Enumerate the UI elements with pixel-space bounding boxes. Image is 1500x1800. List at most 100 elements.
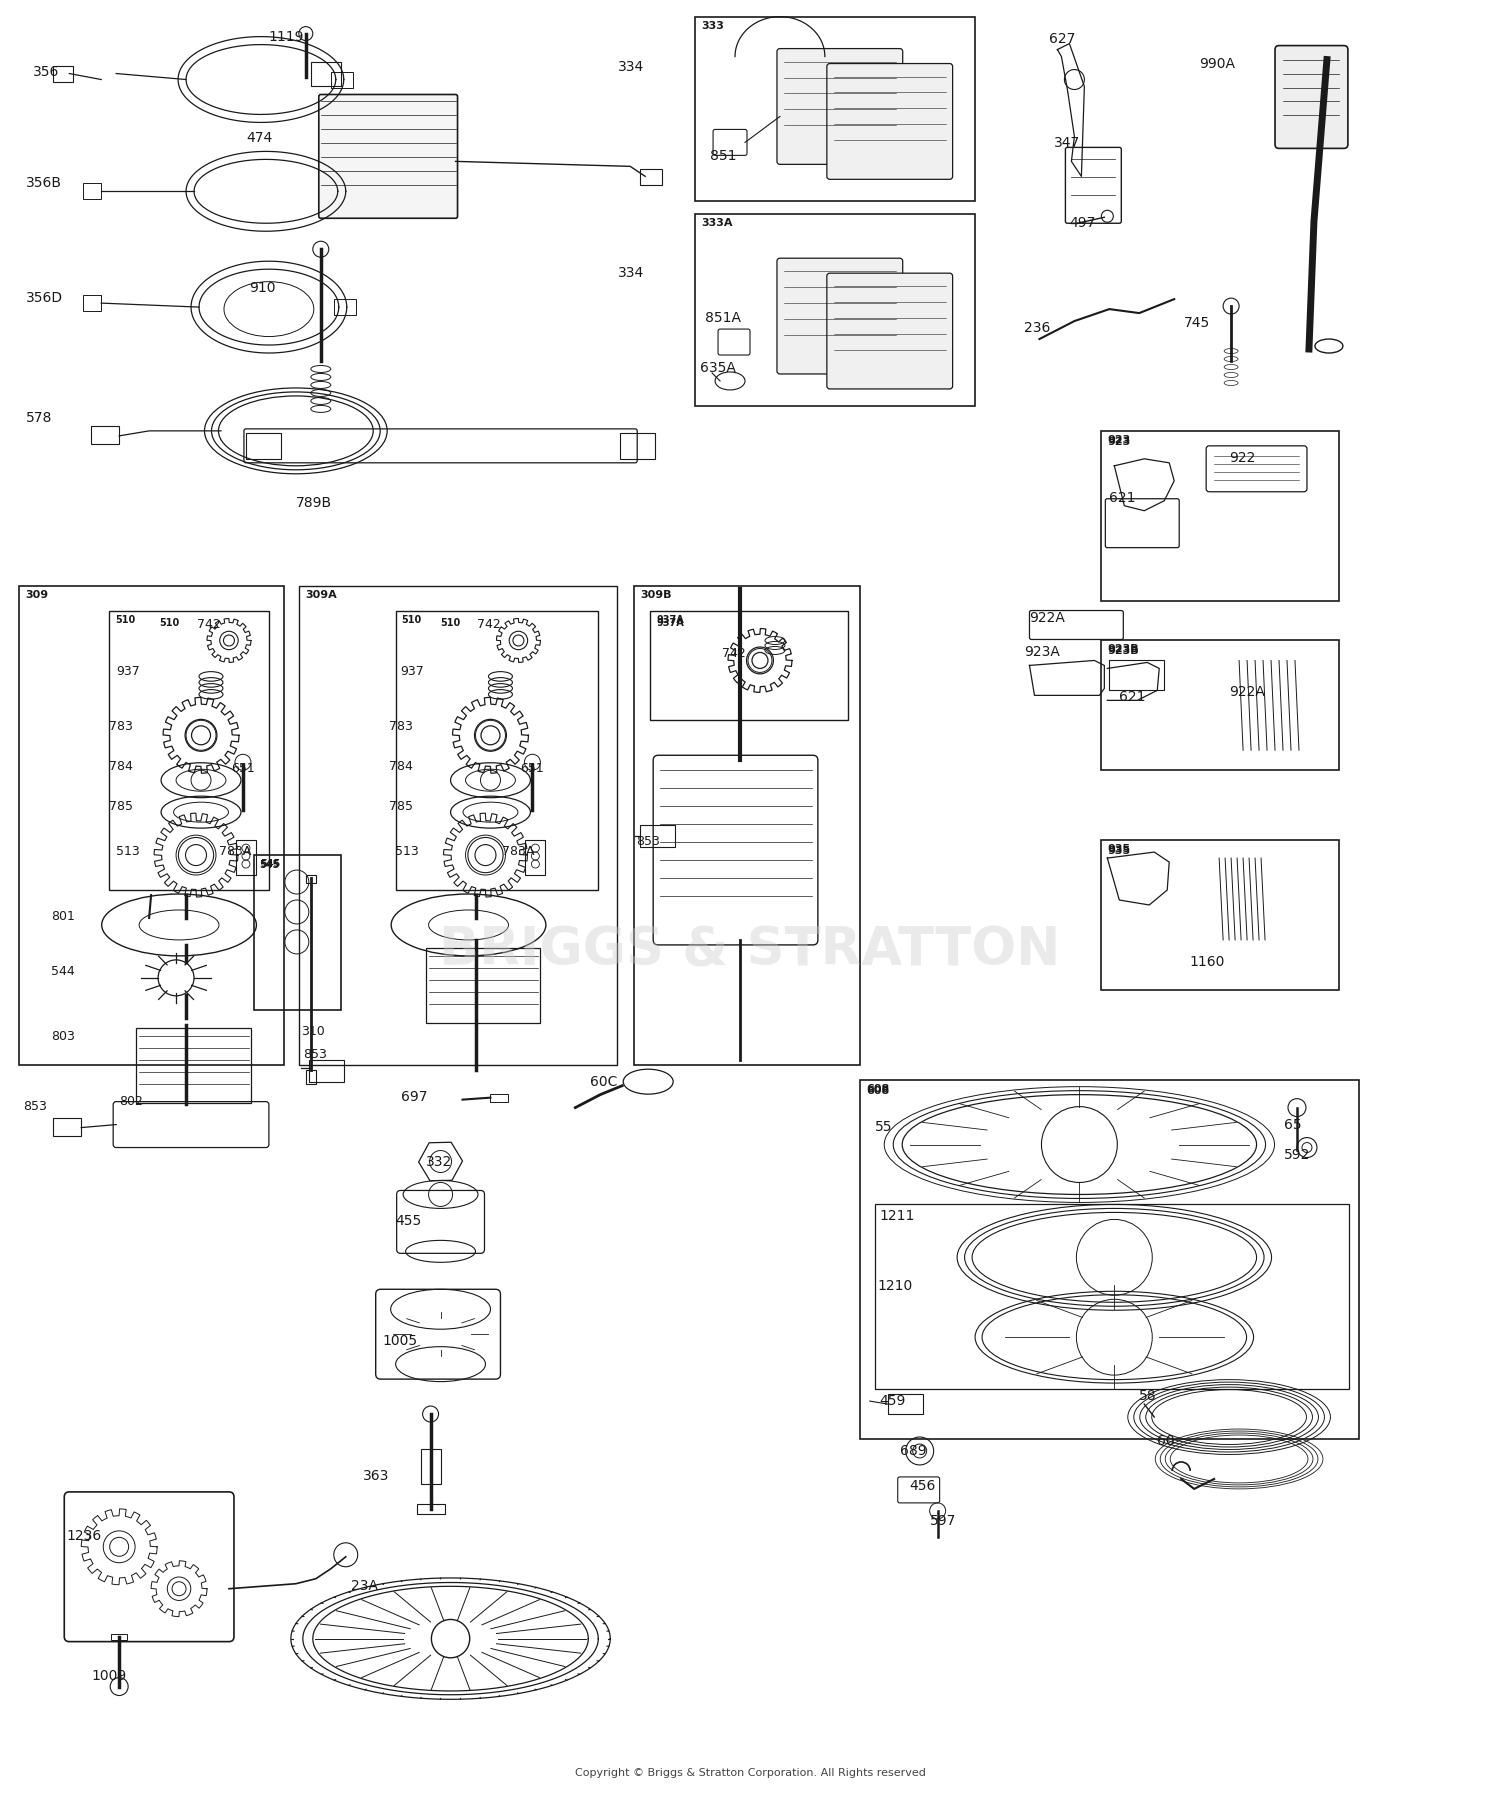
Text: 937: 937: [116, 666, 140, 679]
Text: 513: 513: [394, 846, 418, 859]
Bar: [82, 295, 100, 311]
Text: 627: 627: [1050, 32, 1076, 45]
Text: 60C: 60C: [591, 1075, 618, 1089]
Bar: [54, 65, 74, 81]
Bar: [859, 1080, 1359, 1438]
Text: 597: 597: [930, 1514, 956, 1528]
Text: 621: 621: [1110, 491, 1136, 504]
Bar: [1110, 661, 1164, 691]
Text: 853: 853: [303, 1048, 327, 1060]
Text: 922: 922: [1228, 450, 1256, 464]
Text: 689: 689: [900, 1444, 927, 1458]
Bar: [620, 432, 656, 459]
Bar: [254, 855, 340, 1010]
Text: 785: 785: [388, 801, 412, 814]
Bar: [1101, 641, 1340, 770]
Text: 455: 455: [396, 1215, 422, 1228]
Text: 935: 935: [1107, 846, 1131, 857]
Text: 510: 510: [159, 617, 180, 628]
Bar: [694, 214, 975, 407]
Text: 608: 608: [865, 1085, 889, 1096]
Text: 742: 742: [196, 617, 220, 630]
Bar: [888, 1393, 922, 1415]
Text: 784: 784: [110, 760, 134, 774]
Text: 236: 236: [1024, 320, 1051, 335]
Text: 937: 937: [400, 666, 424, 679]
Bar: [1101, 841, 1340, 990]
Text: 802: 802: [118, 1094, 142, 1107]
Text: 310: 310: [302, 1024, 324, 1039]
Text: 803: 803: [51, 1030, 75, 1042]
Text: 510: 510: [402, 614, 422, 625]
Bar: [874, 1204, 1348, 1390]
Text: 922A: 922A: [1228, 686, 1264, 700]
Text: 621: 621: [1119, 691, 1146, 704]
Text: 1005: 1005: [382, 1334, 418, 1348]
Text: 853: 853: [636, 835, 660, 848]
Text: 332: 332: [426, 1154, 451, 1168]
Text: 58: 58: [1140, 1390, 1156, 1402]
Text: 635A: 635A: [700, 362, 736, 374]
Text: 1160: 1160: [1190, 954, 1224, 968]
Text: 910: 910: [249, 281, 276, 295]
Bar: [306, 1069, 316, 1084]
Bar: [1101, 430, 1340, 601]
Text: 334: 334: [618, 59, 645, 74]
Bar: [298, 585, 616, 1064]
Bar: [640, 824, 675, 848]
FancyBboxPatch shape: [827, 274, 952, 389]
Text: 333A: 333A: [700, 218, 732, 229]
Text: 1009: 1009: [92, 1669, 126, 1683]
Bar: [82, 184, 100, 200]
Bar: [420, 1449, 441, 1483]
Text: 851A: 851A: [705, 311, 741, 326]
Bar: [490, 1094, 508, 1102]
Text: 513: 513: [116, 846, 140, 859]
Text: 937A: 937A: [656, 614, 684, 625]
Bar: [640, 169, 662, 185]
FancyBboxPatch shape: [1275, 45, 1348, 148]
Text: 1210: 1210: [878, 1280, 914, 1292]
Text: 309B: 309B: [640, 590, 672, 599]
Text: 592: 592: [1284, 1148, 1311, 1161]
Bar: [525, 841, 546, 875]
Text: 309: 309: [26, 590, 48, 599]
Bar: [136, 1028, 250, 1103]
Text: 937A: 937A: [656, 617, 684, 628]
Text: 544: 544: [51, 965, 75, 977]
Text: 497: 497: [1070, 216, 1096, 230]
Text: 990A: 990A: [1198, 56, 1234, 70]
Text: 309A: 309A: [304, 590, 336, 599]
Bar: [54, 1118, 81, 1136]
Text: 363: 363: [363, 1469, 388, 1483]
FancyBboxPatch shape: [827, 63, 952, 180]
Text: 347: 347: [1054, 137, 1080, 151]
FancyBboxPatch shape: [777, 257, 903, 374]
Text: 65: 65: [1284, 1118, 1302, 1132]
Text: 55: 55: [874, 1120, 892, 1134]
Bar: [92, 427, 118, 445]
FancyBboxPatch shape: [777, 49, 903, 164]
Text: 651: 651: [520, 761, 544, 776]
Text: 510: 510: [116, 614, 135, 625]
Text: 545: 545: [260, 860, 279, 869]
Text: 1119: 1119: [268, 29, 304, 43]
Text: 545: 545: [260, 859, 280, 869]
Text: 456: 456: [909, 1480, 936, 1492]
Text: 510: 510: [441, 617, 460, 628]
Text: 23A: 23A: [351, 1579, 378, 1593]
Text: 923B: 923B: [1107, 644, 1138, 655]
Bar: [417, 1503, 444, 1514]
Text: BRIGGS & STRATTON: BRIGGS & STRATTON: [440, 923, 1060, 976]
Bar: [426, 949, 540, 1022]
FancyBboxPatch shape: [320, 94, 458, 218]
Text: 608: 608: [865, 1084, 889, 1094]
Text: 742: 742: [722, 648, 746, 661]
Bar: [236, 841, 256, 875]
Bar: [334, 299, 356, 315]
Text: 783: 783: [388, 720, 412, 733]
Text: 853: 853: [24, 1100, 46, 1112]
Bar: [694, 16, 975, 202]
Text: 923: 923: [1107, 437, 1131, 446]
Text: 783: 783: [110, 720, 134, 733]
